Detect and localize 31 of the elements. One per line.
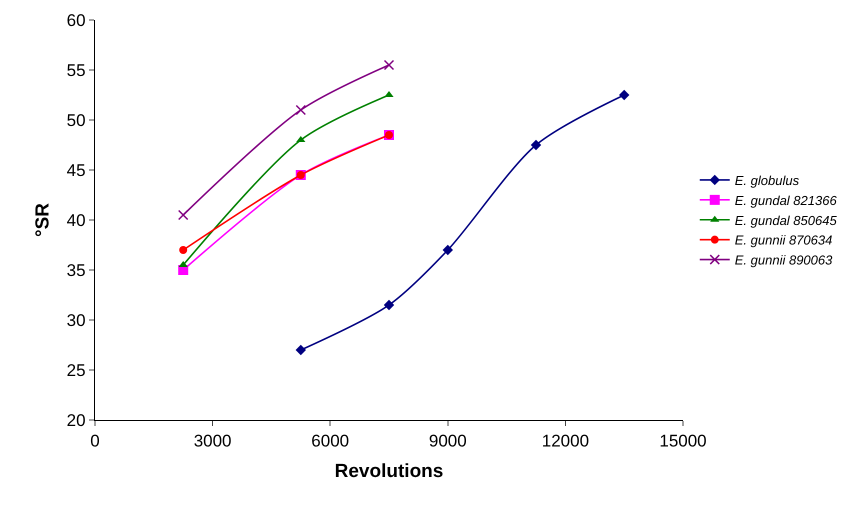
y-tick-label: 30 xyxy=(66,310,86,330)
y-tick-label: 45 xyxy=(66,160,86,180)
y-tick-label: 25 xyxy=(66,360,86,380)
legend-label: E. globulus xyxy=(734,173,800,188)
x-tick-label: 15000 xyxy=(659,431,707,450)
x-tick-label: 6000 xyxy=(311,431,350,450)
y-tick-label: 35 xyxy=(66,260,86,280)
y-axis-title: °SR xyxy=(32,202,54,237)
point xyxy=(296,344,306,356)
point xyxy=(442,244,453,256)
point xyxy=(530,140,542,150)
point xyxy=(619,90,630,100)
point xyxy=(178,210,188,220)
legend-label: E. gunnii 890063 xyxy=(734,252,834,268)
x-tick-label: 3000 xyxy=(194,431,232,450)
y-tick-label: 20 xyxy=(66,410,86,430)
y-tick-label: 40 xyxy=(66,210,86,230)
x-tick-label: 12000 xyxy=(542,431,590,450)
y-tick-label: 50 xyxy=(66,110,86,130)
legend-label: E. gunnii 870634 xyxy=(734,232,832,248)
x-axis-title: Revolutions xyxy=(334,461,444,482)
x-tick-label: 9000 xyxy=(428,431,467,450)
legend-label: E. gundal 850645 xyxy=(734,212,838,228)
point xyxy=(296,104,306,116)
point xyxy=(384,60,394,70)
point xyxy=(179,246,188,254)
y-tick-label: 60 xyxy=(66,10,86,30)
x-tick-label: 0 xyxy=(90,431,100,450)
y-tick-label: 55 xyxy=(66,60,86,80)
legend-label: E. gundal 821366 xyxy=(734,192,838,208)
point xyxy=(384,300,394,310)
